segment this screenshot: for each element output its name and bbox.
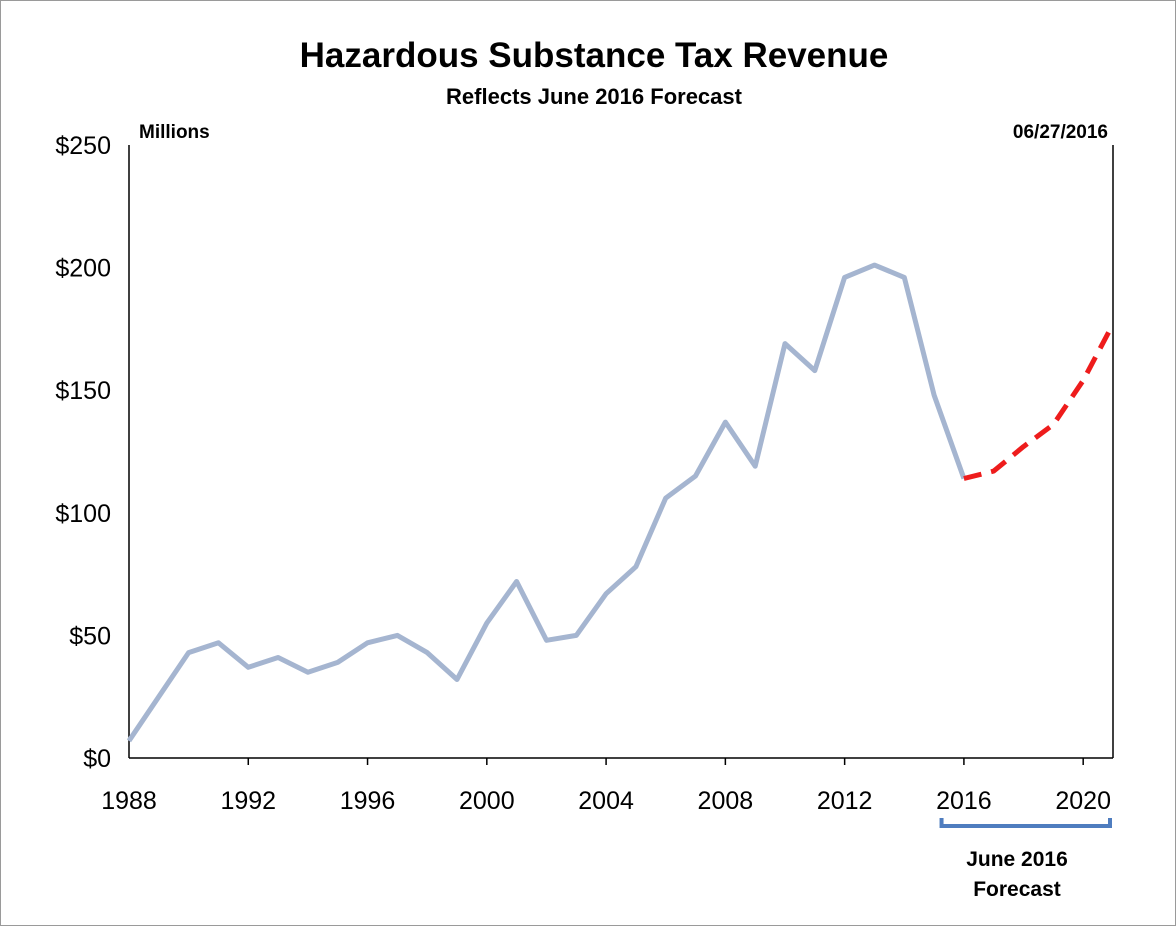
y-tick-label: $200 [55, 255, 111, 283]
y-tick-label: $0 [83, 745, 111, 773]
chart-title: Hazardous Substance Tax Revenue [300, 36, 889, 75]
x-tick-label: 2016 [936, 787, 992, 815]
y-tick-label: $250 [55, 132, 111, 160]
y-tick-label: $50 [69, 622, 111, 650]
x-tick-label: 2004 [578, 787, 634, 815]
x-tick-label: 2012 [817, 787, 873, 815]
forecast-series-line [963, 322, 1116, 481]
actual-series-line [126, 262, 967, 743]
x-tick-label: 1992 [220, 787, 276, 815]
forecast-label-line2: Forecast [973, 878, 1061, 901]
date-label: 06/27/2016 [1013, 122, 1108, 143]
x-tick-label: 2000 [459, 787, 515, 815]
x-tick-label: 1996 [340, 787, 396, 815]
x-tick-label: 2020 [1055, 787, 1111, 815]
x-tick-label: 2008 [698, 787, 754, 815]
y-tick-label: $100 [55, 500, 111, 528]
x-tick-label: 1988 [101, 787, 157, 815]
units-label: Millions [139, 122, 210, 143]
chart-subtitle: Reflects June 2016 Forecast [446, 84, 743, 109]
y-tick-label: $150 [55, 377, 111, 405]
forecast-label-line1: June 2016 [966, 848, 1068, 871]
forecast-bracket [939, 818, 1112, 828]
plot-area: $0 $50 $100 $150 $200 $250 1988 1992 1996 2000 200… [55, 132, 1116, 828]
